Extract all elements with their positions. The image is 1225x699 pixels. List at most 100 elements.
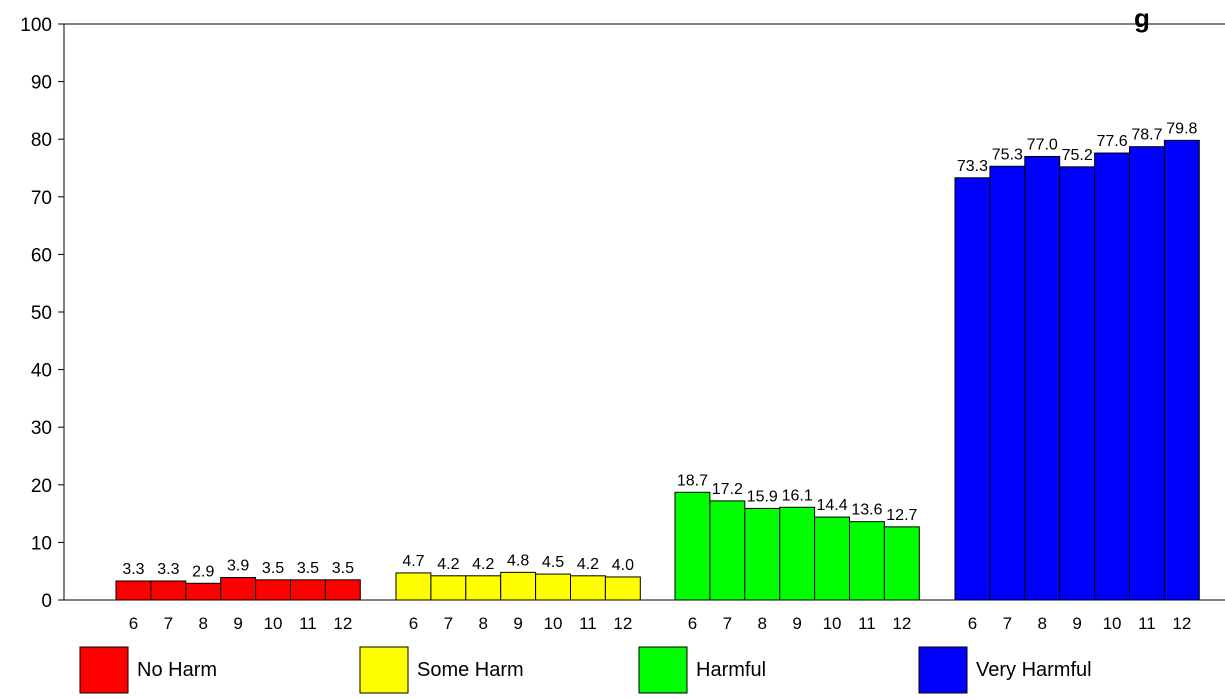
data-label: 4.2: [437, 556, 459, 573]
bar: [150, 580, 187, 601]
y-tick-label: 90: [31, 73, 52, 94]
x-tick-label: 10: [823, 614, 842, 633]
x-tick-label: 9: [233, 614, 242, 633]
y-tick-label: 40: [31, 361, 52, 382]
data-label: 3.3: [157, 561, 179, 578]
data-label: 4.7: [402, 553, 424, 570]
data-label: 2.9: [192, 563, 214, 580]
data-label: 3.5: [332, 560, 354, 577]
bar: [395, 572, 432, 601]
bar: [883, 526, 920, 601]
data-label: 4.2: [472, 556, 494, 573]
data-label: 18.7: [677, 472, 708, 489]
x-tick-label: 11: [1138, 614, 1156, 633]
y-tick-label: 30: [31, 418, 52, 439]
data-label: 4.2: [577, 556, 599, 573]
data-label: 14.4: [816, 497, 847, 514]
bar: [570, 575, 606, 601]
data-label: 3.5: [262, 560, 284, 577]
legend-label: Harmful: [696, 659, 766, 681]
bar: [604, 576, 641, 601]
x-tick-label: 9: [513, 614, 522, 633]
x-tick-label: 6: [129, 614, 138, 633]
x-tick-label: 12: [333, 614, 352, 633]
data-label: 13.6: [851, 502, 882, 519]
bar: [1024, 155, 1061, 601]
bar: [500, 571, 537, 601]
x-tick-label: 9: [1072, 614, 1081, 633]
data-label: 17.2: [712, 481, 743, 498]
series-group: 73.3 6 75.3 7 77.0 8 75.2 9 77.6 10 78.7 11 79.8 12: [954, 120, 1200, 633]
x-tick-label: 7: [1003, 614, 1012, 633]
data-label: 12.7: [886, 507, 917, 524]
x-tick-label: 8: [1038, 614, 1047, 633]
legend-swatch: [359, 646, 409, 694]
bar: [430, 575, 467, 601]
data-label: 4.8: [507, 552, 529, 569]
bar: [535, 573, 571, 601]
data-label: 4.0: [612, 557, 634, 574]
x-tick-label: 11: [579, 614, 597, 633]
y-tick-label: 0: [41, 591, 52, 612]
x-tick-label: 11: [858, 614, 876, 633]
bar: [814, 516, 850, 601]
bar: [255, 579, 292, 601]
data-label: 16.1: [782, 487, 813, 504]
data-label: 3.5: [297, 560, 319, 577]
x-tick-label: 8: [479, 614, 488, 633]
x-tick-label: 6: [968, 614, 977, 633]
y-tick-label: 80: [31, 130, 52, 151]
bar: [185, 582, 222, 601]
bar: [709, 500, 746, 601]
bar: [1094, 152, 1130, 601]
data-label: 79.8: [1166, 120, 1197, 137]
legend-item: Very Harmful: [918, 646, 1092, 694]
legend-label: No Harm: [137, 659, 217, 681]
x-tick-label: 8: [199, 614, 208, 633]
data-label: 78.7: [1131, 127, 1162, 144]
legend-label: Very Harmful: [976, 659, 1092, 681]
bar: [954, 177, 991, 601]
x-tick-label: 10: [544, 614, 563, 633]
bar: [1163, 139, 1200, 601]
data-label: 15.9: [747, 488, 778, 505]
data-label: 75.3: [992, 146, 1023, 163]
bar: [1059, 166, 1096, 601]
y-tick-label: 60: [31, 245, 52, 266]
legend-swatch: [79, 646, 129, 694]
legend-label: Some Harm: [417, 659, 524, 681]
y-tick-label: 50: [31, 303, 52, 324]
data-label: 3.3: [122, 561, 144, 578]
data-label: 3.9: [227, 558, 249, 575]
series-group: 3.3 6 3.3 7 2.9 8 3.9 9 3.5 10 3.5 11 3.5 12: [115, 558, 361, 633]
x-tick-label: 6: [688, 614, 697, 633]
y-tick-label: 10: [31, 533, 52, 554]
y-tick-label: 20: [31, 476, 52, 497]
bar: [779, 506, 816, 601]
legend-item: Some Harm: [359, 646, 524, 694]
bar: [744, 507, 781, 601]
bar: [465, 575, 502, 601]
chart-title: g: [1134, 3, 1150, 33]
y-tick-label: 70: [31, 188, 52, 209]
legend: No Harm Some Harm Harmful Very Harmful: [79, 646, 1092, 694]
x-tick-label: 7: [723, 614, 732, 633]
x-tick-label: 9: [792, 614, 801, 633]
series-group: 4.7 6 4.2 7 4.2 8 4.8 9 4.5 10 4.2 11 4.0 12: [395, 552, 641, 633]
x-tick-label: 12: [1172, 614, 1191, 633]
bar: [849, 521, 885, 601]
bar: [674, 491, 711, 601]
data-label: 4.5: [542, 554, 564, 571]
y-tick-label: 100: [20, 15, 52, 36]
data-label: 77.0: [1027, 136, 1058, 153]
data-label: 77.6: [1096, 133, 1127, 150]
x-tick-label: 7: [164, 614, 173, 633]
x-tick-label: 10: [264, 614, 283, 633]
x-tick-label: 6: [409, 614, 418, 633]
series-group: 18.7 6 17.2 7 15.9 8 16.1 9 14.4 10 13.6 11 12.7 12: [674, 472, 920, 633]
bar: [220, 577, 257, 601]
x-tick-label: 7: [444, 614, 453, 633]
legend-item: Harmful: [638, 646, 766, 694]
